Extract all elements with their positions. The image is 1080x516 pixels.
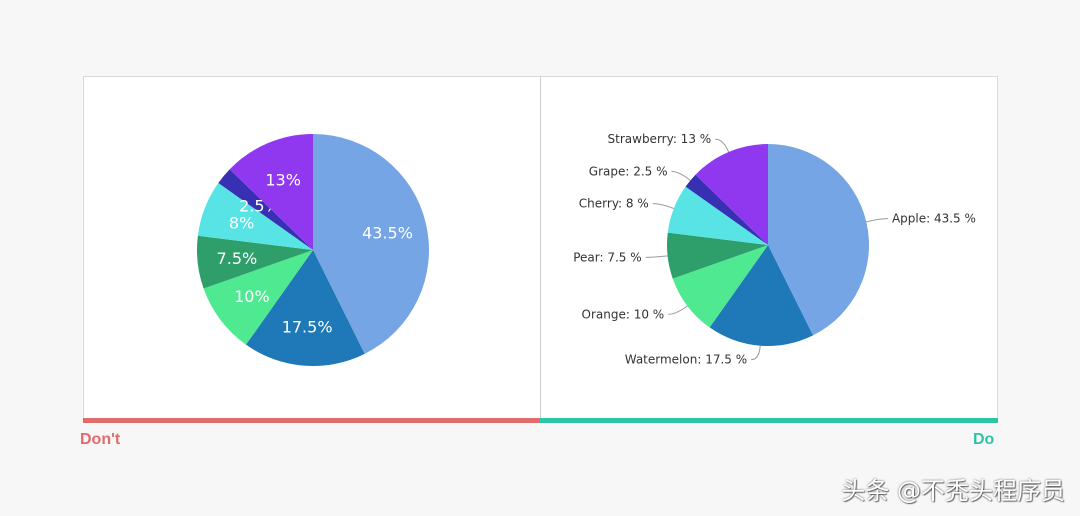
pie-leader-watermelon — [751, 345, 761, 361]
pie-label-cherry: Cherry: 8 % — [579, 196, 649, 210]
do-color-bar — [540, 418, 998, 423]
pie-slice-cherry — [197, 182, 313, 250]
pie-leader-orange — [668, 305, 688, 315]
pie-slice-orange — [203, 250, 313, 345]
pie-leader-strawberry — [715, 138, 730, 153]
pie-leader-apple — [866, 218, 888, 223]
pie-slice-strawberry — [695, 144, 768, 245]
pie-label-orange: Orange: 10 % — [582, 307, 665, 321]
pie-leader-cherry — [652, 202, 675, 209]
pie-label-apple: Apple: 43.5 % — [892, 212, 976, 226]
pie-label-watermelon: 17.5% — [282, 317, 333, 336]
panel-divider — [540, 76, 541, 419]
pie-label-pear: Pear: 7.5 % — [573, 250, 641, 264]
pie-slice-apple — [313, 134, 429, 354]
pie-label-orange: 10% — [234, 287, 270, 306]
pie-slice-cherry — [667, 186, 768, 245]
pie-leader-pear — [645, 255, 668, 258]
dont-color-bar — [83, 418, 540, 423]
pie-slice-apple — [768, 143, 869, 336]
pie-label-strawberry: Strawberry: 13 % — [608, 132, 712, 146]
pie-label-apple: 43.5% — [362, 223, 413, 242]
pie-label-cherry: 8% — [229, 213, 254, 232]
pie-slice-pear — [197, 235, 313, 289]
pie-slice-grape — [218, 169, 313, 250]
dont-caption: Don't — [80, 431, 121, 448]
watermark-text: 头条 @不秃头程序员 — [841, 477, 1065, 505]
pie-slice-watermelon — [709, 245, 814, 346]
do-caption: Do — [973, 431, 995, 448]
pie-slice-watermelon — [245, 250, 365, 366]
pie-slice-strawberry — [229, 134, 313, 250]
pie-label-pear: 7.5% — [217, 249, 258, 268]
pie-slice-orange — [672, 245, 768, 328]
pie-slice-pear — [666, 232, 768, 279]
pie-label-strawberry: 13% — [265, 170, 301, 189]
pie-label-watermelon: Watermelon: 17.5 % — [625, 353, 747, 367]
pie-label-grape: Grape: 2.5 % — [589, 165, 668, 179]
pie-leader-grape — [671, 171, 691, 181]
pie-slice-grape — [685, 174, 768, 245]
